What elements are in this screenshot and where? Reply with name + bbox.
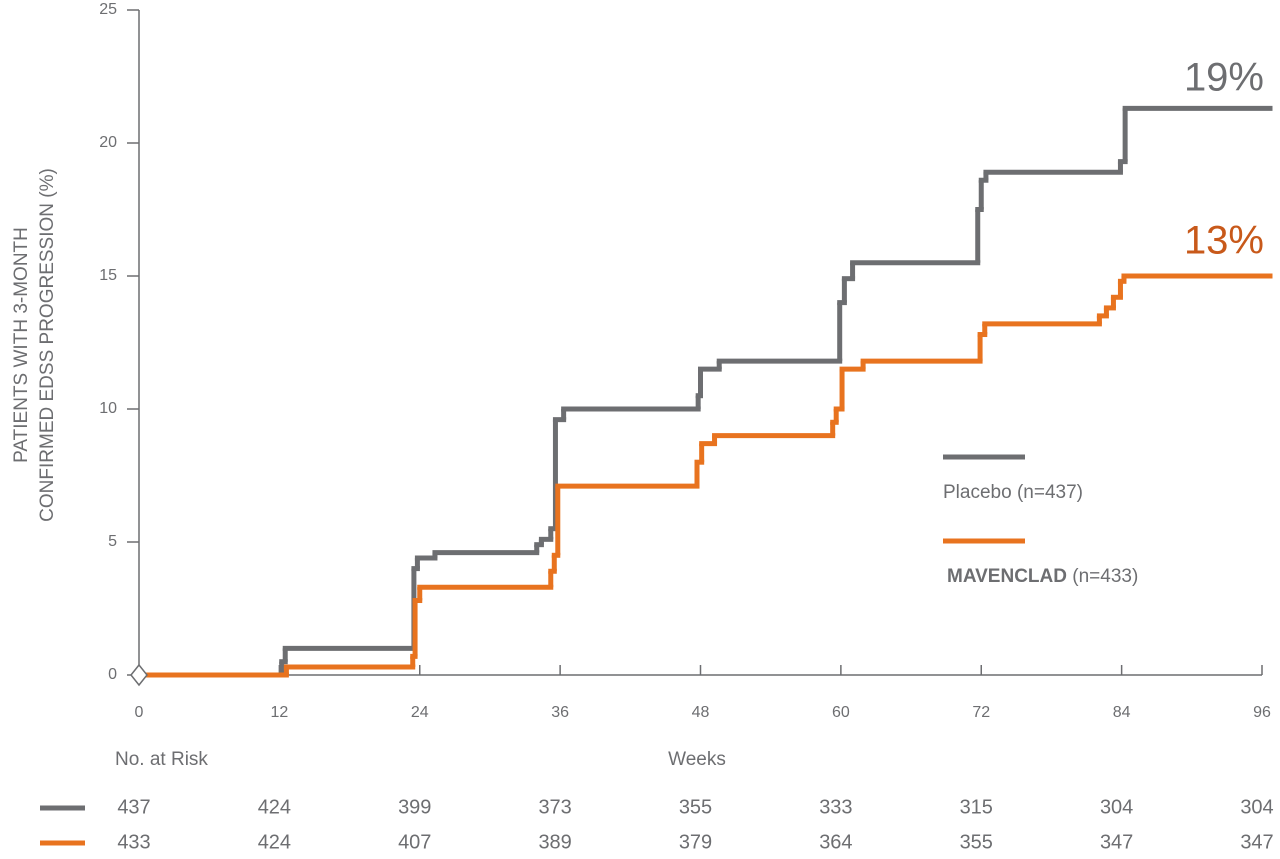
risk-value: 347 xyxy=(1100,831,1133,853)
x-axis-title: Weeks xyxy=(668,749,726,770)
x-tick-label: 96 xyxy=(1253,704,1271,721)
risk-value: 407 xyxy=(398,831,431,853)
y-tick-label: 20 xyxy=(99,134,117,151)
origin-marker xyxy=(130,663,148,687)
x-tick-label: 0 xyxy=(135,704,144,721)
risk-value: 364 xyxy=(819,831,852,853)
end-label: 13% xyxy=(1184,219,1264,263)
y-axis-title: PATIENTS WITH 3-MONTH xyxy=(11,227,32,463)
x-tick-label: 84 xyxy=(1113,704,1131,721)
legend-label: Placebo (n=437) xyxy=(943,482,1083,503)
y-tick-label: 25 xyxy=(99,1,117,18)
risk-value: 315 xyxy=(960,796,993,818)
x-tick-label: 60 xyxy=(832,704,850,721)
x-tick-label: 48 xyxy=(692,704,710,721)
risk-table-title: No. at Risk xyxy=(115,749,208,770)
risk-value: 424 xyxy=(258,796,291,818)
risk-value: 347 xyxy=(1240,831,1273,853)
legend-name: Placebo xyxy=(943,482,1012,503)
x-tick-label: 24 xyxy=(411,704,429,721)
x-tick-label: 12 xyxy=(270,704,288,721)
y-tick-label: 5 xyxy=(108,533,117,550)
legend-n: (n=437) xyxy=(1017,482,1083,503)
y-axis-title: CONFIRMED EDSS PROGRESSION (%) xyxy=(37,168,58,522)
risk-value: 437 xyxy=(117,796,150,818)
risk-value: 304 xyxy=(1100,796,1133,818)
y-tick-label: 15 xyxy=(99,267,117,284)
y-tick-label: 10 xyxy=(99,400,117,417)
risk-value: 355 xyxy=(679,796,712,818)
risk-value: 304 xyxy=(1240,796,1273,818)
risk-value: 333 xyxy=(819,796,852,818)
step-riser xyxy=(283,276,1127,675)
risk-value: 424 xyxy=(258,831,291,853)
end-label: 19% xyxy=(1184,56,1264,100)
y-tick-label: 0 xyxy=(108,666,117,683)
risk-value: 433 xyxy=(117,831,150,853)
legend-label: MAVENCLAD (n=433) xyxy=(947,566,1138,587)
x-tick-label: 36 xyxy=(551,704,569,721)
risk-value: 379 xyxy=(679,831,712,853)
step-riser xyxy=(279,108,1128,675)
risk-value: 373 xyxy=(538,796,571,818)
risk-value: 389 xyxy=(538,831,571,853)
x-tick-label: 72 xyxy=(972,704,990,721)
legend-name: MAVENCLAD xyxy=(947,566,1067,587)
risk-value: 399 xyxy=(398,796,431,818)
risk-value: 355 xyxy=(960,831,993,853)
legend-n: (n=433) xyxy=(1072,566,1138,587)
